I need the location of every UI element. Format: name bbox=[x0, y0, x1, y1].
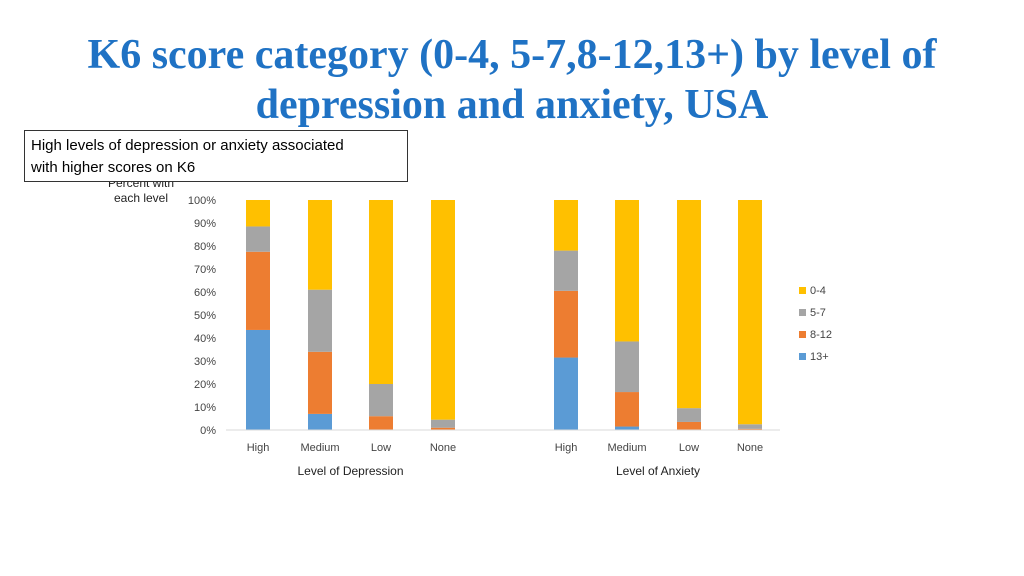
bar-segment bbox=[369, 416, 393, 430]
bar-segment bbox=[677, 421, 701, 430]
bar-segment bbox=[615, 426, 639, 430]
callout-line-1: High levels of depression or anxiety ass… bbox=[31, 137, 344, 154]
x-tick-label: Low bbox=[679, 442, 699, 454]
y-tick-label: 20% bbox=[194, 379, 216, 391]
bar-segment bbox=[615, 392, 639, 427]
y-tick-label: 90% bbox=[194, 218, 216, 230]
x-tick-label: High bbox=[247, 442, 270, 454]
bar-segment bbox=[554, 250, 578, 291]
bar-segment bbox=[431, 419, 455, 428]
x-tick-label: High bbox=[555, 442, 578, 454]
x-tick-label: None bbox=[737, 442, 763, 454]
slide-title: K6 score category (0-4, 5-7,8-12,13+) by… bbox=[0, 30, 1024, 130]
bar-segment bbox=[738, 200, 762, 425]
bar-segment bbox=[677, 408, 701, 422]
y-tick-label: 10% bbox=[194, 402, 216, 414]
bar-segment bbox=[308, 351, 332, 414]
y-tick-label: 0% bbox=[200, 425, 216, 437]
bar-segment bbox=[554, 200, 578, 251]
bar-segment bbox=[738, 424, 762, 429]
y-tick-label: 70% bbox=[194, 264, 216, 276]
bar-segment bbox=[308, 413, 332, 430]
y-tick-label: 100% bbox=[188, 195, 216, 207]
y-tick-label: 60% bbox=[194, 287, 216, 299]
bar-segment bbox=[554, 357, 578, 430]
y-tick-label: 50% bbox=[194, 310, 216, 322]
y-tick-label: 40% bbox=[194, 333, 216, 345]
legend-label: 8-12 bbox=[810, 329, 832, 341]
bar-segment bbox=[308, 289, 332, 352]
bar-segment bbox=[246, 329, 270, 430]
x-tick-label: None bbox=[430, 442, 456, 454]
bar-segment bbox=[246, 251, 270, 330]
bar-segment bbox=[369, 200, 393, 384]
bar-segment bbox=[738, 428, 762, 430]
title-line-1: K6 score category (0-4, 5-7,8-12,13+) by… bbox=[87, 32, 937, 78]
bar-segment bbox=[554, 290, 578, 358]
bar-segment bbox=[431, 200, 455, 420]
callout-line-2: with higher scores on K6 bbox=[31, 159, 196, 176]
bar-segment bbox=[431, 427, 455, 430]
group-axis-label: Level of Anxiety bbox=[616, 464, 700, 478]
bar-segment bbox=[677, 200, 701, 409]
y-tick-label: 30% bbox=[194, 356, 216, 368]
legend-label: 5-7 bbox=[810, 307, 826, 319]
legend-swatch bbox=[799, 353, 806, 360]
legend-swatch bbox=[799, 287, 806, 294]
x-tick-label: Medium bbox=[607, 442, 646, 454]
legend-swatch bbox=[799, 309, 806, 316]
legend-label: 13+ bbox=[810, 351, 829, 363]
y-axis-label-line-2: each level bbox=[113, 191, 169, 205]
group-axis-label: Level of Depression bbox=[297, 464, 403, 478]
bar-segment bbox=[308, 200, 332, 290]
legend-swatch bbox=[799, 331, 806, 338]
bar-segment bbox=[615, 341, 639, 393]
title-line-2: depression and anxiety, USA bbox=[255, 82, 769, 128]
bar-segment bbox=[246, 226, 270, 252]
legend-label: 0-4 bbox=[810, 285, 826, 297]
x-tick-label: Low bbox=[371, 442, 391, 454]
bar-segment bbox=[246, 200, 270, 227]
bar-segment bbox=[615, 200, 639, 342]
x-tick-label: Medium bbox=[300, 442, 339, 454]
y-tick-label: 80% bbox=[194, 241, 216, 253]
callout-box: High levels of depression or anxiety ass… bbox=[24, 130, 408, 182]
bar-segment bbox=[369, 384, 393, 417]
